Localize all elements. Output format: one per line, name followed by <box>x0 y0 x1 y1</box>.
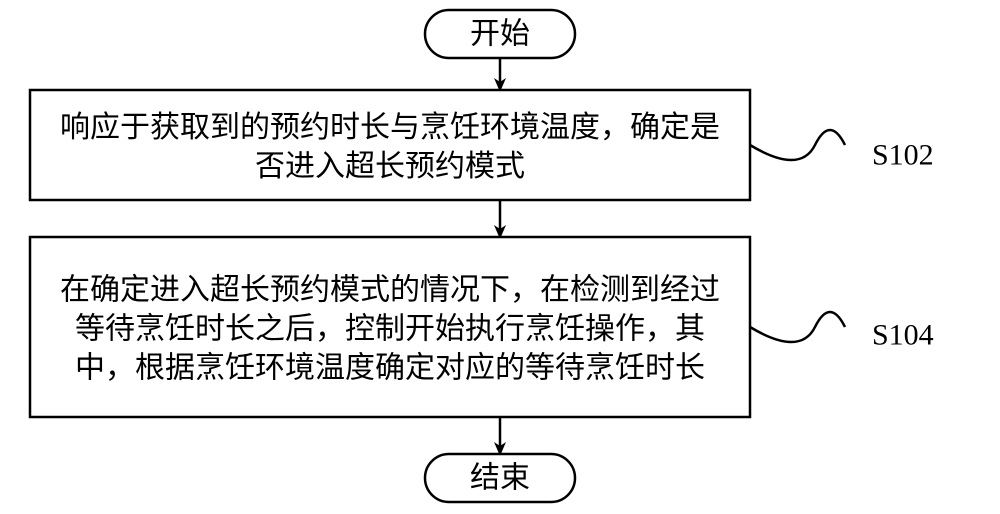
terminator-label: 开始 <box>470 18 530 51</box>
step-label: S104 <box>872 319 934 352</box>
process-node: 在确定进入超长预约模式的情况下，在检测到经过等待烹饪时长之后，控制开始执行烹饪操… <box>30 237 934 417</box>
process-text-line: 响应于获取到的预约时长与烹饪环境温度，确定是 <box>60 111 720 144</box>
flowchart-canvas: 开始响应于获取到的预约时长与烹饪环境温度，确定是否进入超长预约模式 S102 在确定… <box>0 0 1000 514</box>
terminator-label: 结束 <box>470 462 530 495</box>
process-text-line: 否进入超长预约模式 <box>255 150 525 183</box>
step-label: S102 <box>872 139 934 172</box>
step-connector-wave <box>750 130 845 160</box>
process-text-line: 中，根据烹饪环境温度确定对应的等待烹饪时长 <box>75 352 705 385</box>
process-text-line: 等待烹饪时长之后，控制开始执行烹饪操作，其 <box>75 313 705 346</box>
terminator-node: 开始 <box>425 10 575 58</box>
step-connector-wave <box>750 312 845 342</box>
terminator-node: 结束 <box>425 454 575 502</box>
process-node: 响应于获取到的预约时长与烹饪环境温度，确定是否进入超长预约模式 S102 <box>30 90 934 200</box>
process-text-line: 在确定进入超长预约模式的情况下，在检测到经过 <box>60 274 720 307</box>
